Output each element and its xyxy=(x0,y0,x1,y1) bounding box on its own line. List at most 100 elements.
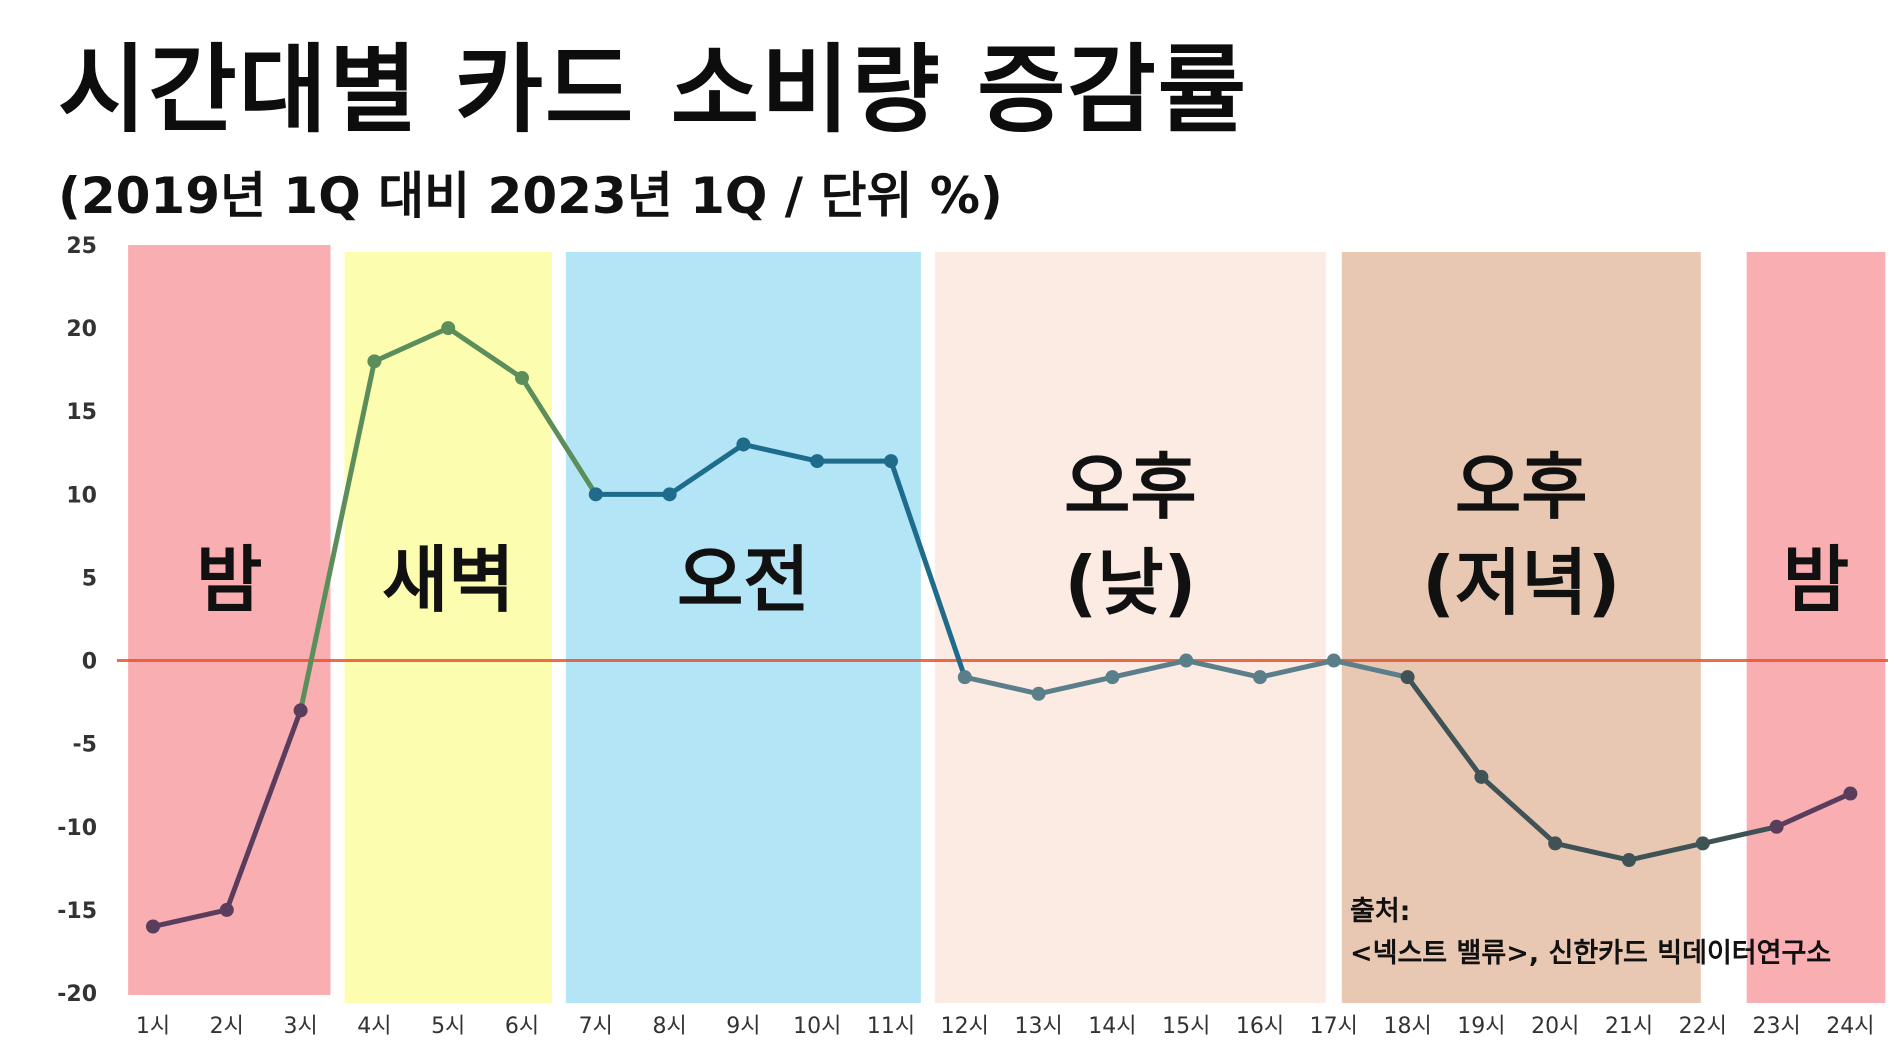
series-segment xyxy=(371,325,451,364)
band-label-line: 밤 xyxy=(1783,538,1849,622)
series-segment xyxy=(1478,774,1558,846)
series-segment xyxy=(1183,658,1263,680)
band-label-1: 새벽 xyxy=(382,538,514,622)
band-label-line: 밤 xyxy=(196,538,262,622)
source-note: 출처: <넥스트 밸류>, 신한카드 빅데이터연구소 xyxy=(1350,896,1831,969)
band-2 xyxy=(565,252,921,1003)
band-label-line: (저녁) xyxy=(1422,541,1620,625)
series-segment xyxy=(224,707,304,913)
data-point xyxy=(146,919,160,934)
x-tick-label: 21시 xyxy=(1605,1014,1653,1039)
band-5 xyxy=(1746,252,1886,1003)
series-segment xyxy=(740,441,820,464)
x-tick-label: 8시 xyxy=(652,1014,686,1039)
y-tick-label: 15 xyxy=(66,400,97,425)
x-axis: 1시 2시 3시 4시 5시 6시 7시 8시 9시 10시 11시 12시 13시 14시 15시 16시 1… xyxy=(136,1014,1875,1039)
x-tick-label: 20시 xyxy=(1531,1014,1579,1039)
data-point xyxy=(1548,836,1563,851)
y-tick-label: -20 xyxy=(57,982,97,1007)
data-point xyxy=(1179,653,1194,668)
series-segment xyxy=(1405,674,1484,780)
x-tick-label: 18시 xyxy=(1383,1014,1431,1039)
band-3 xyxy=(934,252,1326,1003)
y-tick-label: 0 xyxy=(82,650,97,675)
data-point xyxy=(1769,819,1784,834)
x-tick-label: 24시 xyxy=(1826,1014,1874,1039)
x-tick-label: 16시 xyxy=(1236,1014,1284,1039)
data-point xyxy=(736,437,751,452)
data-point xyxy=(957,670,972,685)
data-point xyxy=(1695,836,1710,851)
band-label-line: 오후 xyxy=(1455,445,1587,529)
series-segment xyxy=(1109,658,1189,680)
x-tick-label: 15시 xyxy=(1162,1014,1210,1039)
data-point xyxy=(1326,653,1341,668)
data-point xyxy=(1474,769,1489,784)
band-label-line: 오후 xyxy=(1064,445,1196,529)
band-label-line: 새벽 xyxy=(382,538,514,622)
time-bands: 밤 새벽 오전 오후 (낮) 오후 (저녁) 밤 xyxy=(128,245,1886,1003)
x-tick-label: 23시 xyxy=(1752,1014,1800,1039)
series-segment xyxy=(1331,658,1411,680)
band-label-5: 밤 xyxy=(1783,538,1849,622)
y-tick-label: 25 xyxy=(66,234,97,259)
band-label-line: 오전 xyxy=(677,538,809,622)
band-label-2: 오전 xyxy=(677,538,809,622)
chart-subtitle: (2019년 1Q 대비 2023년 1Q / 단위 %) xyxy=(58,167,1003,225)
series-segment xyxy=(1626,840,1706,863)
series-segment xyxy=(1774,791,1853,830)
data-point xyxy=(1622,853,1636,868)
x-tick-label: 19시 xyxy=(1457,1014,1505,1039)
data-point xyxy=(1031,686,1046,701)
x-tick-label: 4시 xyxy=(357,1014,391,1039)
x-tick-label: 13시 xyxy=(1014,1014,1062,1039)
x-tick-label: 9시 xyxy=(726,1014,760,1039)
series-segment xyxy=(1700,824,1780,846)
x-tick-label: 5시 xyxy=(431,1014,465,1039)
data-point xyxy=(1843,786,1858,801)
data-point xyxy=(662,487,677,502)
x-tick-label: 1시 xyxy=(136,1014,170,1039)
series-segment xyxy=(298,358,377,713)
series-segment xyxy=(888,458,968,680)
y-tick-label: 10 xyxy=(66,483,97,508)
data-point xyxy=(441,321,456,336)
band-0 xyxy=(128,245,331,995)
data-point xyxy=(884,454,898,469)
y-tick-label: -15 xyxy=(57,899,97,924)
x-tick-label: 3시 xyxy=(283,1014,317,1039)
y-tick-label: 5 xyxy=(82,566,97,591)
band-label-4: 오후 (저녁) xyxy=(1422,445,1620,625)
y-tick-label: -10 xyxy=(57,816,97,841)
band-label-line: (낮) xyxy=(1064,541,1196,625)
chart-title: 시간대별 카드 소비량 증감률 xyxy=(58,34,1249,146)
series-segment xyxy=(445,325,525,381)
data-point xyxy=(588,487,603,502)
y-tick-label: 20 xyxy=(66,317,97,342)
source-label: 출처: xyxy=(1350,896,1410,927)
x-tick-label: 6시 xyxy=(505,1014,539,1039)
series-segment xyxy=(519,375,599,497)
y-tick-label: -5 xyxy=(73,733,97,758)
series-segment xyxy=(1257,658,1337,680)
band-label-3: 오후 (낮) xyxy=(1064,445,1196,625)
x-tick-label: 22시 xyxy=(1679,1014,1727,1039)
x-tick-label: 10시 xyxy=(793,1014,841,1039)
x-tick-label: 14시 xyxy=(1088,1014,1136,1039)
data-point xyxy=(810,454,825,469)
data-points xyxy=(146,321,1858,934)
data-point xyxy=(219,902,234,917)
band-label-0: 밤 xyxy=(196,538,262,622)
source-text: <넥스트 밸류>, 신한카드 빅데이터연구소 xyxy=(1350,938,1831,969)
data-point xyxy=(1400,670,1415,685)
series-segment xyxy=(150,907,230,930)
data-point xyxy=(1105,670,1120,685)
data-point xyxy=(515,370,529,385)
x-tick-label: 11시 xyxy=(867,1014,915,1039)
series-segment xyxy=(1552,840,1632,863)
band-4 xyxy=(1341,252,1701,1003)
series-segment xyxy=(1036,674,1115,697)
x-tick-label: 12시 xyxy=(941,1014,989,1039)
y-axis: 25 20 15 10 5 0 -5 -10 -15 -20 xyxy=(57,234,97,1007)
